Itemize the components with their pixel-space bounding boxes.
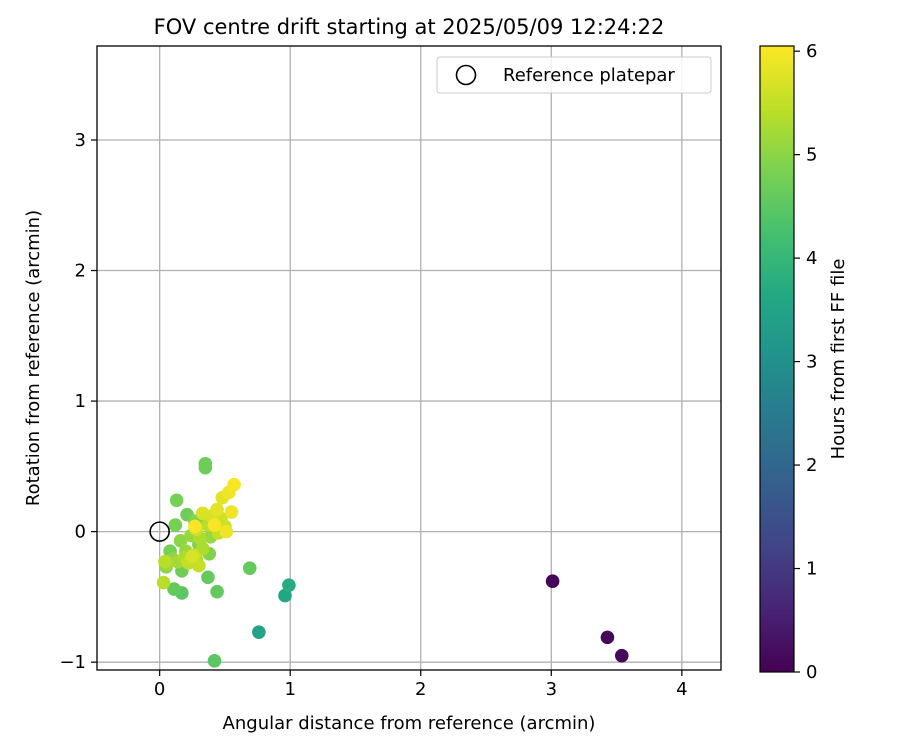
- data-point: [185, 549, 200, 564]
- y-tick-label: 0: [75, 522, 86, 543]
- colorbar-tick-label: 0: [806, 662, 817, 683]
- colorbar-tick-label: 6: [806, 41, 817, 62]
- data-point: [167, 582, 181, 596]
- x-tick-label: 2: [415, 679, 426, 700]
- data-point: [210, 584, 224, 599]
- reference-platepar-marker: [149, 521, 170, 542]
- data-point: [227, 477, 241, 492]
- x-tick-label: 1: [284, 679, 295, 700]
- colorbar-tick-label: 2: [806, 455, 817, 476]
- data-point: [614, 648, 629, 663]
- y-tick-label: 3: [75, 130, 86, 151]
- data-point: [224, 505, 239, 519]
- grid: [97, 46, 721, 670]
- data-point: [168, 518, 183, 532]
- data-point: [156, 575, 171, 590]
- data-point: [600, 630, 615, 645]
- data-points: [156, 456, 629, 668]
- data-point: [173, 533, 188, 548]
- data-point: [282, 578, 296, 592]
- colorbar: [759, 45, 795, 673]
- data-point: [207, 654, 222, 668]
- x-tick-label: 4: [676, 679, 687, 700]
- y-tick-label: 1: [75, 391, 86, 412]
- chart-title: FOV centre drift starting at 2025/05/09 …: [154, 15, 665, 39]
- y-axis-ticks: −1 0 1 2 3: [59, 130, 97, 673]
- plot-frame: [96, 45, 722, 671]
- colorbar-ticks: 0 1 2 3 4 5 6: [794, 41, 817, 683]
- colorbar-tick-label: 3: [806, 352, 817, 373]
- data-point: [198, 460, 213, 475]
- y-tick-label: 2: [75, 261, 86, 282]
- data-point: [545, 574, 560, 589]
- data-point: [188, 519, 202, 534]
- x-tick-label: 3: [546, 679, 557, 700]
- y-tick-label: −1: [59, 652, 86, 673]
- colorbar-label: Hours from first FF file: [828, 259, 849, 460]
- legend-box: [436, 56, 712, 94]
- y-axis-label: Rotation from reference (arcmin): [23, 210, 44, 506]
- legend: Reference platepar: [436, 56, 712, 94]
- data-point: [158, 554, 172, 569]
- data-point: [207, 518, 222, 532]
- colorbar-tick-label: 4: [806, 248, 817, 269]
- x-tick-label: 0: [154, 679, 165, 700]
- data-point: [252, 625, 266, 639]
- legend-entry-reference-platepar: Reference platepar: [503, 65, 675, 86]
- x-axis-label: Angular distance from reference (arcmin): [223, 713, 596, 734]
- data-point: [210, 502, 224, 517]
- data-point: [219, 524, 234, 539]
- data-point: [278, 588, 292, 603]
- x-axis-ticks: 0 1 2 3 4: [154, 670, 688, 700]
- data-point: [169, 493, 184, 508]
- data-point: [201, 570, 215, 585]
- colorbar-tick-label: 1: [806, 559, 817, 580]
- colorbar-tick-label: 5: [806, 145, 817, 166]
- data-point: [242, 561, 257, 575]
- legend-reference-marker: [455, 64, 477, 86]
